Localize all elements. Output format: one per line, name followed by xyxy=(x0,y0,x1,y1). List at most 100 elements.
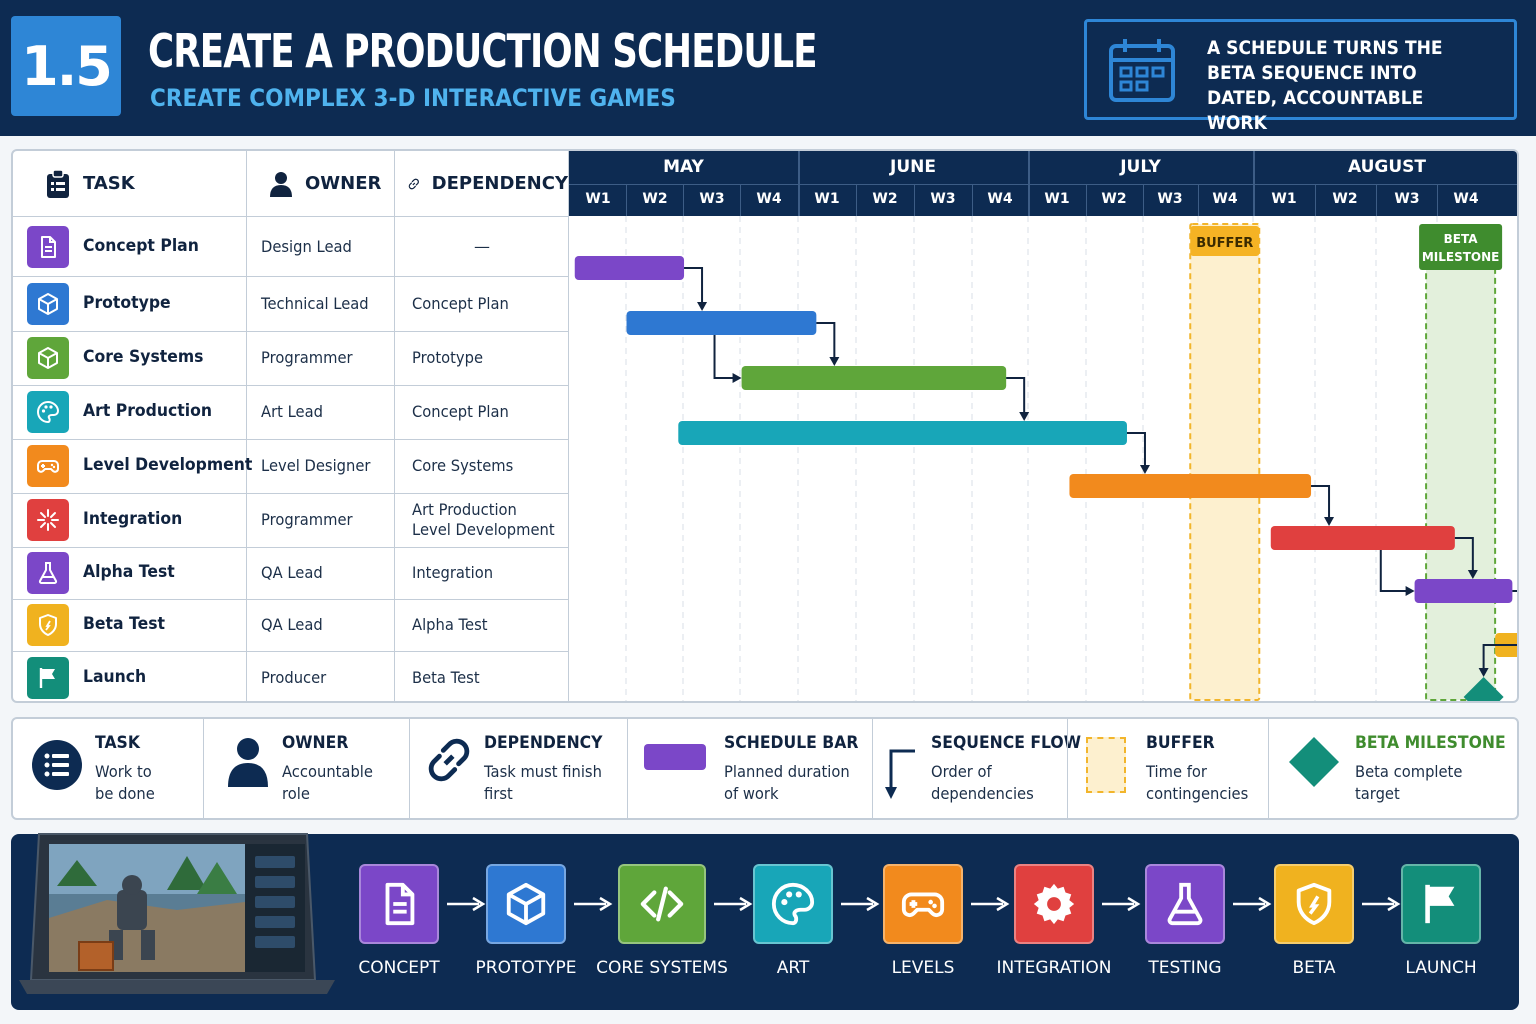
task-name: Launch xyxy=(83,667,147,687)
sequence-arrow-head xyxy=(1467,570,1478,579)
sequence-arrow xyxy=(1126,432,1146,472)
week-label: W2 xyxy=(872,191,898,207)
cube-icon xyxy=(506,882,546,926)
sequence-arrow xyxy=(1512,590,1517,592)
milestone-label-box xyxy=(1419,224,1503,270)
task-icon-badge xyxy=(27,604,69,646)
sequence-arrow xyxy=(816,322,836,364)
legend-buffer-desc-2: contingencies xyxy=(1146,784,1249,803)
task-owner: Technical Lead xyxy=(261,293,369,313)
task-row-launch: Launch Producer Beta Test xyxy=(13,651,569,701)
pipeline-arrow-icon xyxy=(971,896,1010,912)
task-owner: Art Lead xyxy=(261,402,323,421)
legend-owner-title: OWNER xyxy=(282,733,349,753)
pipeline-arrow-icon xyxy=(447,896,486,912)
person-icon xyxy=(270,171,292,197)
buffer-label: BUFFER xyxy=(1196,236,1253,251)
pipeline-step-integration xyxy=(1014,864,1094,944)
week-label: W4 xyxy=(987,191,1013,207)
shield-icon xyxy=(1296,882,1332,926)
buffer-label-box xyxy=(1190,226,1260,256)
task-owner: QA Lead xyxy=(261,563,323,582)
legend-sequence-flow: SEQUENCE FLOW Order of dependencies xyxy=(873,719,1081,819)
page-subtitle: CREATE COMPLEX 3-D INTERACTIVE GAMES xyxy=(150,84,676,112)
week-label: W3 xyxy=(1157,191,1183,207)
task-dependency-2: Level Development xyxy=(412,520,555,539)
legend-beta-milestone-title: BETA MILESTONE xyxy=(1355,733,1506,753)
palette-icon xyxy=(771,882,815,926)
calendar-icon xyxy=(1109,39,1175,102)
flag-icon xyxy=(39,668,55,688)
task-owner: Producer xyxy=(261,668,327,687)
pipeline-arrow-icon xyxy=(574,896,613,912)
pipeline-label-concept: CONCEPT xyxy=(358,958,440,978)
section-number-badge: 1.5 xyxy=(11,16,121,116)
task-name: Integration xyxy=(83,509,183,529)
task-icon-badge xyxy=(27,445,69,487)
task-dependency: Alpha Test xyxy=(412,615,488,634)
legend-buffer: BUFFER Time for contingencies xyxy=(1068,719,1268,819)
month-may: MAY xyxy=(663,157,704,177)
sequence-arrow xyxy=(1311,485,1331,524)
legend-schedule-bar-desc-2: of work xyxy=(724,784,779,803)
pipeline-label-testing: TESTING xyxy=(1148,958,1222,978)
timeline-header: MAY JUNE JULY AUGUST W1 W2 W3 W4 W1 W2 W3 W4 W1 W… xyxy=(569,151,1517,216)
task-name: Prototype xyxy=(83,292,171,313)
task-icon-badge xyxy=(27,225,69,268)
pipeline-arrow-icon xyxy=(1362,896,1401,912)
legend-sequence-flow-desc-2: dependencies xyxy=(931,784,1034,803)
pipeline-step-testing xyxy=(1145,864,1225,944)
week-label: W4 xyxy=(756,191,782,207)
week-label: W2 xyxy=(1101,191,1127,207)
schedule-bar-prototype xyxy=(626,311,817,335)
beta-milestone-diamond xyxy=(1463,677,1504,701)
legend-dependency: DEPENDENCY Task must finish first xyxy=(410,719,627,819)
sequence-arrow xyxy=(1006,377,1026,419)
shield-icon xyxy=(39,614,57,636)
gamepad-icon xyxy=(37,460,59,473)
pipeline-arrow-icon xyxy=(714,896,753,912)
legend-buffer-desc: Time for contingencies xyxy=(1146,761,1248,805)
legend-task-desc-2: be done xyxy=(95,784,155,803)
week-label: W1 xyxy=(585,191,611,207)
task-icon-badge xyxy=(27,499,69,541)
note-line-2: BETA SEQUENCE INTO xyxy=(1207,62,1417,84)
task-dependency: Concept Plan xyxy=(412,402,509,421)
gamepad-icon xyxy=(901,892,945,917)
task-name: Art Production xyxy=(83,401,212,421)
pipeline-label-beta: BETA xyxy=(1292,958,1336,978)
sequence-arrow-head xyxy=(1324,517,1335,526)
task-icon-badge xyxy=(27,657,69,699)
legend-schedule-bar-title: SCHEDULE BAR xyxy=(724,733,859,753)
pipeline-arrow-icon xyxy=(1102,896,1141,912)
pipeline-flow: CONCEPT PROTOTYPE CORE SYSTEMS ART LEVELS INT… xyxy=(11,833,1519,1010)
task-row-integration: Integration Programmer Art Production Level… xyxy=(13,493,569,547)
header: 1.5 CREATE A PRODUCTION SCHEDULE CREATE … xyxy=(0,0,1536,136)
legend-dependency-desc-2: first xyxy=(484,784,513,803)
legend-beta-milestone: BETA MILESTONE Beta complete target xyxy=(1269,719,1519,819)
task-icon-badge xyxy=(27,337,69,379)
task-name: Concept Plan xyxy=(83,235,199,256)
legend-owner-desc: Accountable role xyxy=(282,761,373,805)
buffer-icon xyxy=(1086,737,1126,793)
task-row-prototype: Prototype Technical Lead Concept Plan xyxy=(13,276,569,331)
laptop-illustration xyxy=(19,833,335,994)
legend: TASK Work to be done OWNER Accountable rol… xyxy=(11,717,1519,820)
task-dependency: Integration xyxy=(412,563,494,582)
schedule-bar-concept-plan xyxy=(574,256,685,280)
pipeline-label-integration: INTEGRATION xyxy=(996,958,1112,978)
task-dependency: Core Systems xyxy=(412,456,514,475)
buffer-zone xyxy=(1189,223,1261,701)
task-dependency: Beta Test xyxy=(412,668,480,687)
legend-sequence-flow-desc-1: Order of xyxy=(931,762,992,781)
week-label: W2 xyxy=(642,191,668,207)
pipeline-arrow-icon xyxy=(841,896,880,912)
sequence-arrow xyxy=(1482,644,1517,673)
schedule-bar-swatch xyxy=(644,744,706,770)
sequence-arrow xyxy=(1379,550,1413,592)
week-label: W3 xyxy=(930,191,956,207)
legend-task: TASK Work to be done xyxy=(13,719,203,819)
task-row-beta-test: Beta Test QA Lead Alpha Test xyxy=(13,599,569,651)
sequence-arrow-head xyxy=(732,373,742,383)
document-icon xyxy=(385,882,415,926)
